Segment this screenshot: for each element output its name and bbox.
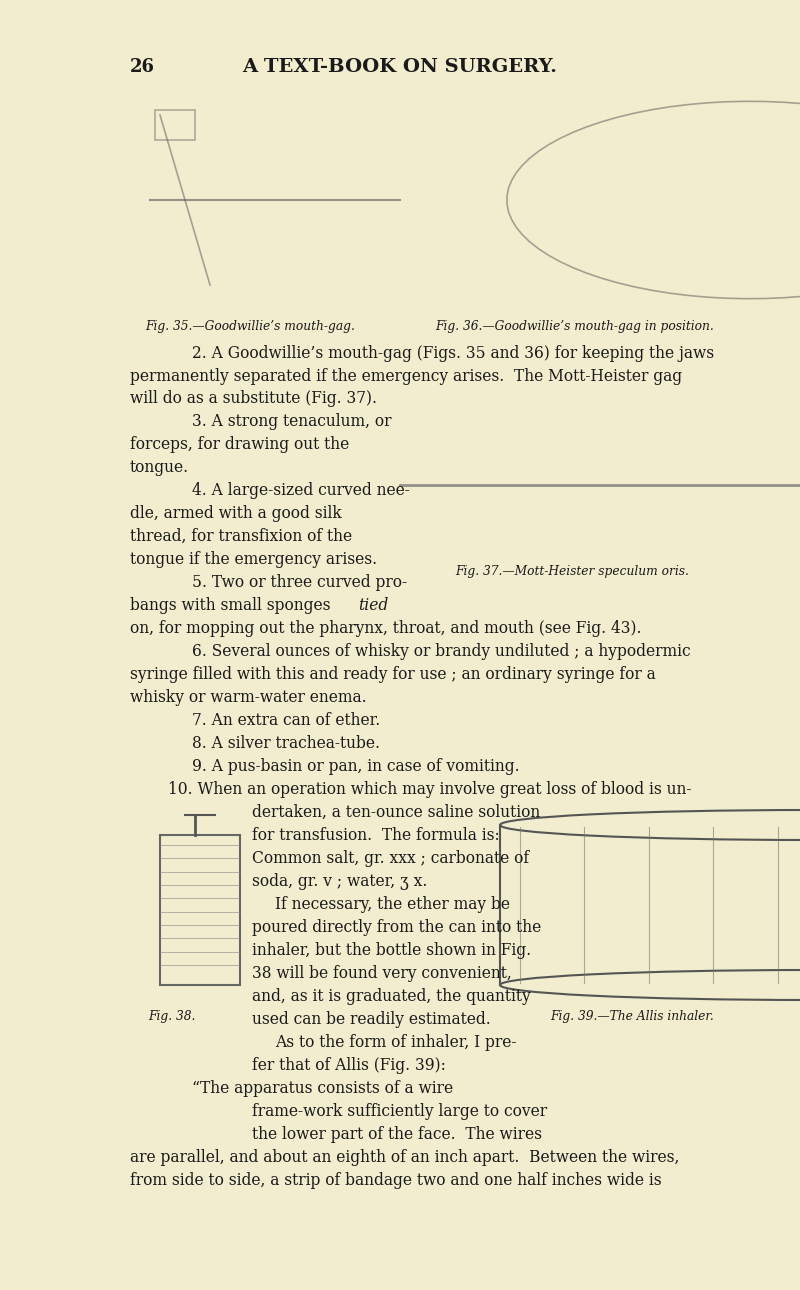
Bar — [160, 835, 240, 986]
Text: soda, gr. v ; water, ʒ x.: soda, gr. v ; water, ʒ x. — [252, 873, 427, 890]
Text: Fig. 37.—Mott-Heister speculum oris.: Fig. 37.—Mott-Heister speculum oris. — [455, 565, 689, 578]
Text: tongue.: tongue. — [130, 459, 189, 476]
Text: Common salt, gr. xxx ; carbonate of: Common salt, gr. xxx ; carbonate of — [252, 850, 529, 867]
Text: Fig. 36.—Goodwillie’s mouth-gag in position.: Fig. 36.—Goodwillie’s mouth-gag in posit… — [435, 320, 714, 333]
Text: on, for mopping out the pharynx, throat, and mouth (see Fig. 43).: on, for mopping out the pharynx, throat,… — [130, 620, 642, 637]
Text: 3. A strong tenaculum, or: 3. A strong tenaculum, or — [192, 413, 391, 430]
Text: inhaler, but the bottle shown in Fig.: inhaler, but the bottle shown in Fig. — [252, 942, 531, 958]
Text: fer that of Allis (Fig. 39):: fer that of Allis (Fig. 39): — [252, 1057, 446, 1075]
Text: syringe filled with this and ready for use ; an ordinary syringe for a: syringe filled with this and ready for u… — [130, 666, 656, 682]
Text: 38 will be found very convenient,: 38 will be found very convenient, — [252, 965, 512, 982]
Text: 8. A silver trachea-tube.: 8. A silver trachea-tube. — [192, 735, 380, 752]
Text: dertaken, a ten-ounce saline solution: dertaken, a ten-ounce saline solution — [252, 804, 540, 820]
Bar — [155, 110, 195, 141]
Text: tongue if the emergency arises.: tongue if the emergency arises. — [130, 551, 377, 568]
Text: As to the form of inhaler, I pre-: As to the form of inhaler, I pre- — [275, 1035, 517, 1051]
Text: 6. Several ounces of whisky or brandy undiluted ; a hypodermic: 6. Several ounces of whisky or brandy un… — [192, 642, 690, 660]
Text: Fig. 35.—Goodwillie’s mouth-gag.: Fig. 35.—Goodwillie’s mouth-gag. — [145, 320, 355, 333]
Text: 5. Two or three curved pro-: 5. Two or three curved pro- — [192, 574, 407, 591]
Text: Fig. 38.: Fig. 38. — [148, 1010, 195, 1023]
Text: tied: tied — [358, 597, 388, 614]
Text: whisky or warm-water enema.: whisky or warm-water enema. — [130, 689, 366, 706]
Text: for transfusion.  The formula is:: for transfusion. The formula is: — [252, 827, 500, 844]
Text: 4. A large-sized curved nee-: 4. A large-sized curved nee- — [192, 482, 410, 499]
Text: and, as it is graduated, the quantity: and, as it is graduated, the quantity — [252, 988, 530, 1005]
Text: thread, for transfixion of the: thread, for transfixion of the — [130, 528, 352, 544]
Text: frame-work sufficiently large to cover: frame-work sufficiently large to cover — [252, 1103, 547, 1120]
Text: poured directly from the can into the: poured directly from the can into the — [252, 918, 542, 937]
Text: 9. A pus-basin or pan, in case of vomiting.: 9. A pus-basin or pan, in case of vomiti… — [192, 759, 520, 775]
Text: will do as a substitute (Fig. 37).: will do as a substitute (Fig. 37). — [130, 390, 377, 408]
Text: Fig. 39.—The Allis inhaler.: Fig. 39.—The Allis inhaler. — [550, 1010, 714, 1023]
Text: 7. An extra can of ether.: 7. An extra can of ether. — [192, 712, 380, 729]
Text: 26: 26 — [130, 58, 155, 76]
Text: If necessary, the ether may be: If necessary, the ether may be — [275, 897, 510, 913]
Text: used can be readily estimated.: used can be readily estimated. — [252, 1011, 490, 1028]
Text: 10. When an operation which may involve great loss of blood is un-: 10. When an operation which may involve … — [168, 780, 691, 799]
Text: the lower part of the face.  The wires: the lower part of the face. The wires — [252, 1126, 542, 1143]
Text: permanently separated if the emergency arises.  The Mott-Heister gag: permanently separated if the emergency a… — [130, 368, 682, 384]
Text: are parallel, and about an eighth of an inch apart.  Between the wires,: are parallel, and about an eighth of an … — [130, 1149, 679, 1166]
Text: bangs with small sponges: bangs with small sponges — [130, 597, 365, 614]
Text: from side to side, a strip of bandage two and one half inches wide is: from side to side, a strip of bandage tw… — [130, 1173, 662, 1189]
Text: dle, armed with a good silk: dle, armed with a good silk — [130, 504, 342, 522]
Text: forceps, for drawing out the: forceps, for drawing out the — [130, 436, 350, 453]
Text: 2. A Goodwillie’s mouth-gag (Figs. 35 and 36) for keeping the jaws: 2. A Goodwillie’s mouth-gag (Figs. 35 an… — [192, 344, 714, 362]
Text: A TEXT-BOOK ON SURGERY.: A TEXT-BOOK ON SURGERY. — [242, 58, 558, 76]
Text: “The apparatus consists of a wire: “The apparatus consists of a wire — [192, 1080, 453, 1096]
